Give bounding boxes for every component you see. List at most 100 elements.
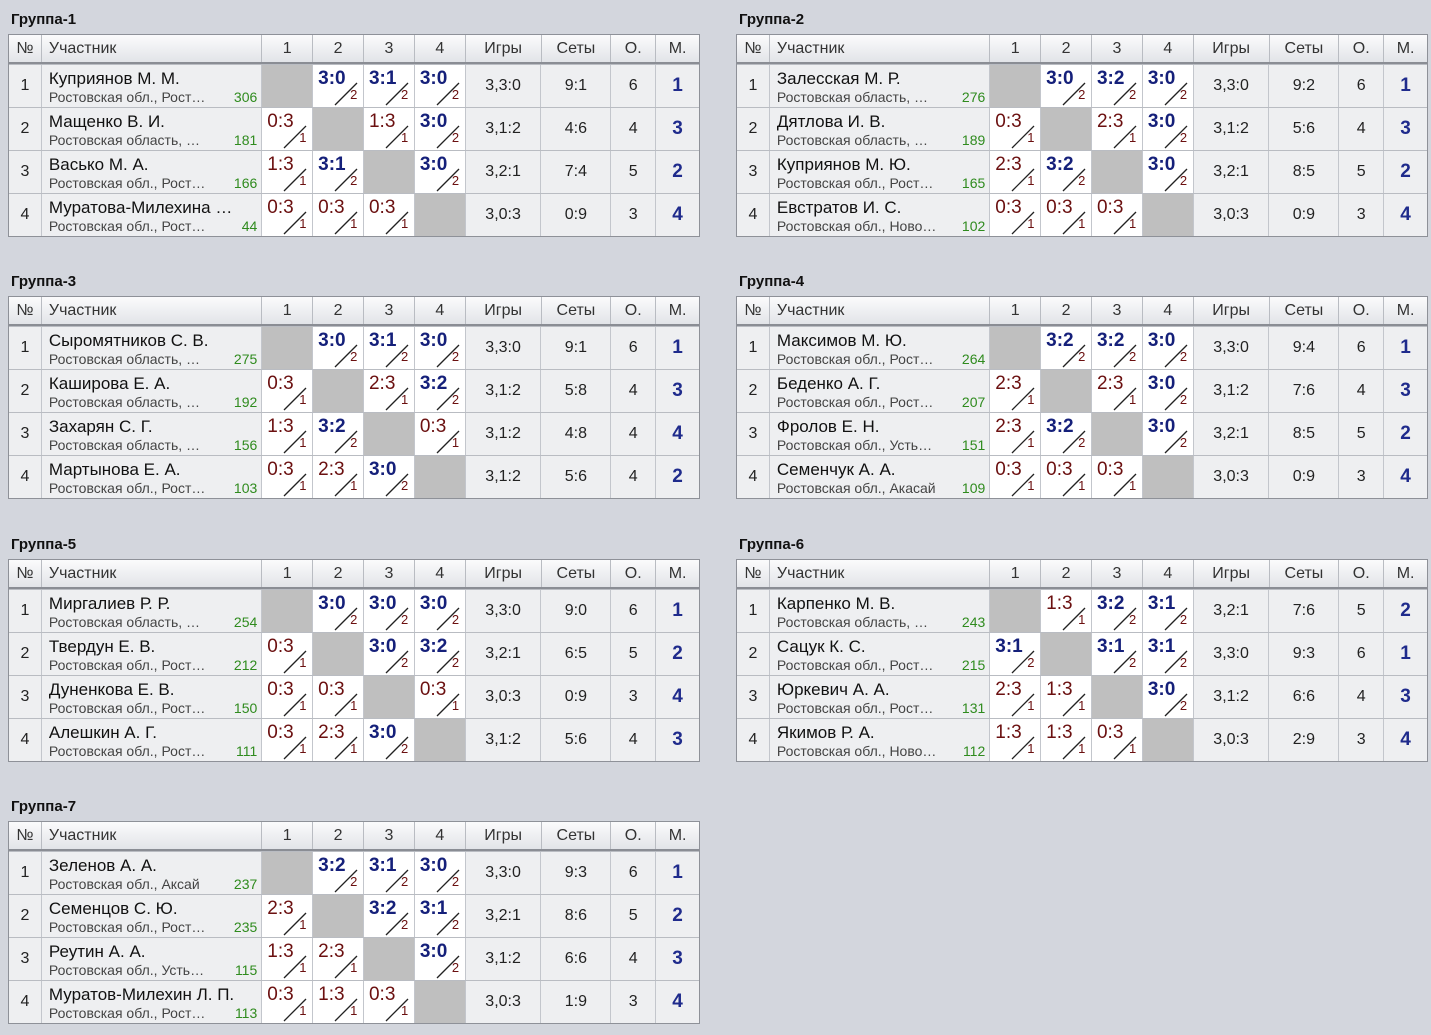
match-result-cell[interactable]: 1:3 1 (313, 981, 364, 1023)
match-result-cell[interactable]: 3:0 2 (414, 590, 466, 632)
column-header-c3[interactable]: 3 (364, 297, 415, 324)
match-score[interactable]: 3:2 (1096, 593, 1125, 614)
participant-name[interactable]: Сацук К. С. (776, 637, 866, 656)
table-row[interactable]: 3 Васько М. А. Ростовская обл., Рост… 166 1:… (9, 150, 700, 193)
participant-cell[interactable]: Сацук К. С. Ростовская обл., Рост… 215 (769, 633, 991, 675)
match-score[interactable]: 0:3 (318, 679, 345, 700)
match-score[interactable]: 0:3 (267, 636, 294, 657)
match-score[interactable]: 1:3 (267, 941, 294, 962)
participant-cell[interactable]: Куприянов М. М. Ростовская обл., Рост… 306 (41, 65, 263, 107)
column-header-name[interactable]: Участник (42, 822, 263, 849)
match-score[interactable]: 0:3 (318, 197, 345, 218)
column-header-num[interactable]: № (737, 297, 770, 324)
match-result-cell[interactable]: 3:1 2 (363, 852, 415, 894)
participant-name[interactable]: Муратов-Милехин Л. П. (48, 985, 235, 1004)
match-result-cell[interactable]: 0:3 1 (990, 108, 1042, 150)
match-result-cell[interactable]: 3:0 2 (414, 151, 466, 193)
column-header-games[interactable]: Игры (1194, 560, 1270, 587)
column-header-c3[interactable]: 3 (1092, 297, 1143, 324)
match-result-cell[interactable]: 3:1 2 (313, 151, 364, 193)
match-score[interactable]: 0:3 (995, 111, 1022, 132)
match-score[interactable]: 0:3 (1096, 722, 1124, 743)
column-header-name[interactable]: Участник (42, 560, 263, 587)
participant-name[interactable]: Фролов Е. Н. (776, 417, 880, 436)
column-header-name[interactable]: Участник (770, 35, 991, 62)
match-score[interactable]: 0:3 (267, 373, 294, 394)
match-result-cell[interactable]: 0:3 1 (313, 194, 364, 236)
participant-name[interactable]: Мащенко В. И. (48, 112, 165, 131)
match-result-cell[interactable]: 2:3 1 (262, 895, 314, 937)
participant-name[interactable]: Зеленов А. А. (48, 856, 157, 875)
column-header-c1[interactable]: 1 (262, 297, 314, 324)
match-score[interactable]: 0:3 (419, 679, 447, 700)
column-header-c4[interactable]: 4 (1143, 560, 1194, 587)
match-result-cell[interactable]: 1:3 1 (1041, 676, 1092, 718)
table-row[interactable]: 3 Юркевич А. А. Ростовская обл., Рост… 131 2… (737, 675, 1428, 718)
match-score[interactable]: 3:1 (419, 898, 448, 919)
match-score[interactable]: 3:1 (1147, 593, 1176, 614)
match-result-cell[interactable]: 2:3 1 (363, 370, 415, 412)
match-result-cell[interactable]: 0:3 1 (262, 108, 314, 150)
match-score[interactable]: 3:0 (1147, 111, 1176, 132)
column-header-sets[interactable]: Сеты (542, 822, 612, 849)
participant-cell[interactable]: Дятлова И. В. Ростовская область, … 189 (769, 108, 991, 150)
table-row[interactable]: 1 Миргалиев Р. Р. Ростовская область, … 254… (9, 589, 700, 632)
participant-name[interactable]: Захарян С. Г. (48, 417, 153, 436)
match-score[interactable]: 3:2 (1046, 330, 1074, 351)
match-result-cell[interactable]: 1:3 1 (1041, 719, 1092, 761)
match-result-cell[interactable]: 3:0 2 (414, 108, 466, 150)
participant-name[interactable]: Семенчук А. А. (776, 460, 896, 479)
table-row[interactable]: 4 Семенчук А. А. Ростовская обл., Акасай 10… (737, 455, 1428, 498)
match-result-cell[interactable]: 3:2 2 (414, 370, 466, 412)
match-result-cell[interactable]: 3:0 2 (414, 327, 466, 369)
match-result-cell[interactable]: 3:2 2 (1041, 327, 1092, 369)
column-header-place[interactable]: М. (1396, 564, 1415, 582)
column-header-c1[interactable]: 1 (990, 35, 1042, 62)
match-score[interactable]: 0:3 (1096, 197, 1124, 218)
participant-cell[interactable]: Куприянов М. Ю. Ростовская обл., Рост… 165 (769, 151, 991, 193)
match-result-cell[interactable]: 3:2 2 (1091, 590, 1143, 632)
column-header-c3[interactable]: 3 (1092, 560, 1143, 587)
participant-cell[interactable]: Евстратов И. С. Ростовская обл., Ново… 102 (769, 194, 991, 236)
column-header-sets[interactable]: Сеты (1270, 35, 1340, 62)
participant-name[interactable]: Твердун Е. В. (48, 637, 156, 656)
column-header-name[interactable]: Участник (770, 560, 991, 587)
match-score[interactable]: 3:1 (318, 154, 346, 175)
match-score[interactable]: 3:0 (419, 941, 448, 962)
participant-name[interactable]: Залесская М. Р. (776, 69, 901, 88)
match-result-cell[interactable]: 0:3 1 (262, 676, 314, 718)
match-result-cell[interactable]: 3:2 2 (313, 852, 364, 894)
match-result-cell[interactable]: 1:3 1 (262, 938, 314, 980)
match-score[interactable]: 0:3 (1046, 197, 1073, 218)
match-result-cell[interactable]: 3:2 2 (1041, 151, 1092, 193)
column-header-c4[interactable]: 4 (1143, 297, 1194, 324)
table-row[interactable]: 4 Евстратов И. С. Ростовская обл., Ново… 10… (737, 193, 1428, 236)
table-row[interactable]: 2 Дятлова И. В. Ростовская область, … 189 0:… (737, 107, 1428, 150)
column-header-num[interactable]: № (737, 35, 770, 62)
match-result-cell[interactable]: 3:1 2 (1142, 590, 1194, 632)
column-header-c3[interactable]: 3 (364, 35, 415, 62)
table-row[interactable]: 2 Каширова Е. А. Ростовская область, … 192 0… (9, 369, 700, 412)
table-row[interactable]: 2 Беденко А. Г. Ростовская обл., Рост… 207 2… (737, 369, 1428, 412)
match-score[interactable]: 2:3 (267, 898, 294, 919)
column-header-c4[interactable]: 4 (415, 822, 466, 849)
table-row[interactable]: 1 Сыромятников С. В. Ростовская область, …… (9, 326, 700, 369)
match-score[interactable]: 3:1 (368, 68, 397, 89)
column-header-pts[interactable]: О. (611, 822, 657, 849)
column-header-place[interactable]: М. (668, 301, 687, 319)
column-header-c4[interactable]: 4 (1143, 35, 1194, 62)
match-score[interactable]: 1:3 (368, 111, 396, 132)
match-score[interactable]: 2:3 (1096, 373, 1124, 394)
column-header-c2[interactable]: 2 (313, 560, 364, 587)
match-score[interactable]: 3:0 (1147, 373, 1176, 394)
match-result-cell[interactable]: 3:0 2 (1142, 327, 1194, 369)
column-header-sets[interactable]: Сеты (1270, 297, 1340, 324)
participant-name[interactable]: Миргалиев Р. Р. (48, 594, 171, 613)
match-result-cell[interactable]: 3:0 2 (1142, 65, 1194, 107)
match-result-cell[interactable]: 0:3 1 (1041, 194, 1092, 236)
participant-name[interactable]: Алешкин А. Г. (48, 723, 157, 742)
match-result-cell[interactable]: 3:0 2 (363, 633, 415, 675)
table-row[interactable]: 2 Семенцов С. Ю. Ростовская обл., Рост… 235… (9, 894, 700, 937)
participant-name[interactable]: Сыромятников С. В. (48, 331, 209, 350)
match-result-cell[interactable]: 3:1 2 (1142, 633, 1194, 675)
